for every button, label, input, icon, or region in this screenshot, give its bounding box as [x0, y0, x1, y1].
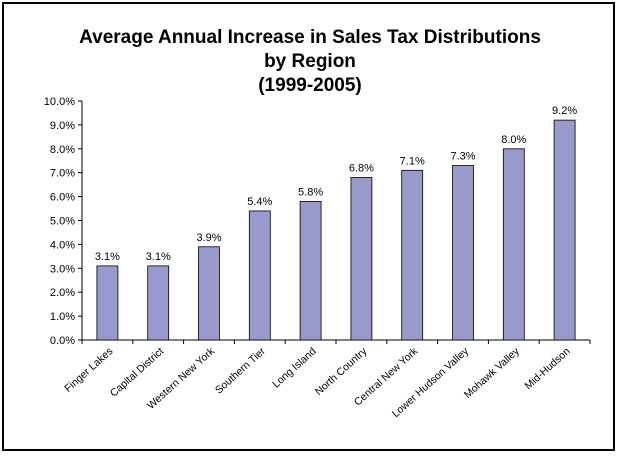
- y-tick-label: 3.0%: [50, 263, 75, 275]
- y-tick-label: 5.0%: [50, 216, 75, 228]
- y-tick-label: 8.0%: [50, 144, 75, 156]
- data-label: 3.1%: [146, 251, 171, 263]
- category-label: Mohawk Valley: [462, 345, 522, 401]
- y-tick-label: 10.0%: [44, 96, 75, 108]
- bar: [147, 265, 170, 341]
- bar: [452, 165, 474, 341]
- bar: [350, 177, 373, 341]
- bar: [299, 200, 322, 341]
- data-label: 7.1%: [400, 155, 425, 167]
- y-tick-label: 9.0%: [50, 120, 75, 132]
- y-tick-label: 1.0%: [50, 311, 75, 323]
- y-tick-label: 4.0%: [50, 239, 75, 251]
- data-label: 6.8%: [349, 162, 374, 174]
- y-tick-label: 6.0%: [50, 192, 75, 204]
- category-label: Southern Tier: [213, 345, 268, 396]
- y-tick-label: 0.0%: [50, 335, 75, 347]
- data-label: 9.2%: [552, 105, 577, 117]
- data-label: 5.8%: [298, 186, 323, 198]
- bar: [401, 169, 424, 341]
- bar: [198, 246, 220, 341]
- data-label: 5.4%: [247, 196, 272, 208]
- chart-title-line-1: Average Annual Increase in Sales Tax Dis…: [79, 27, 541, 48]
- data-label: 3.1%: [95, 251, 120, 263]
- category-label: Long Island: [270, 345, 318, 390]
- bar: [553, 119, 576, 341]
- bar: [248, 210, 271, 341]
- data-label: 7.3%: [450, 151, 475, 163]
- data-label: 8.0%: [501, 134, 526, 146]
- bar: [96, 265, 119, 341]
- y-tick-label: 2.0%: [50, 287, 75, 299]
- y-tick-label: 7.0%: [50, 168, 75, 180]
- data-label: 3.9%: [196, 232, 221, 244]
- chart-title-line-2: by Region: [264, 51, 356, 72]
- category-label: Mid-Hudson: [523, 345, 573, 392]
- category-label: Finger Lakes: [62, 345, 115, 395]
- chart-title-line-3: (1999-2005): [258, 75, 362, 96]
- bar: [502, 148, 525, 341]
